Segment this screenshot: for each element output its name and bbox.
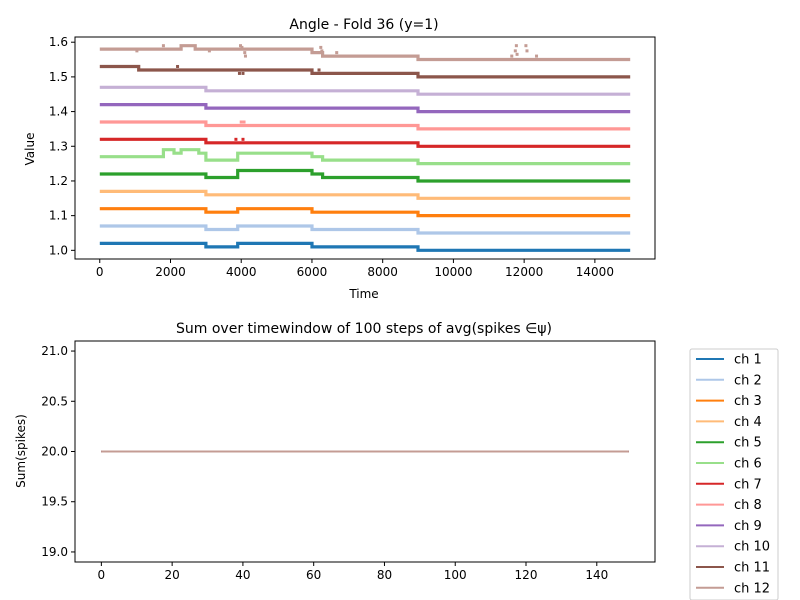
angle-chart-ytick-label: 1.6 xyxy=(49,35,68,49)
spike-sum-chart-ytick-label: 19.5 xyxy=(41,495,68,509)
legend-label-ch-7: ch 7 xyxy=(734,477,762,492)
angle-outlier-point xyxy=(237,71,241,75)
angle-chart-xtick-label: 2000 xyxy=(155,265,186,279)
angle-chart-ytick-label: 1.3 xyxy=(49,139,68,153)
angle-chart-ytick-label: 1.4 xyxy=(49,105,68,119)
spike-sum-chart-xtick-label: 60 xyxy=(306,568,321,582)
angle-outlier-point xyxy=(239,120,243,124)
legend-label-ch-11: ch 11 xyxy=(734,561,770,576)
angle-outlier-point xyxy=(241,71,245,75)
angle-outlier-point xyxy=(525,49,529,53)
angle-series-line-ch-2 xyxy=(99,224,631,235)
legend-label-ch-6: ch 6 xyxy=(734,457,762,472)
angle-chart-xtick-label: 0 xyxy=(96,265,104,279)
angle-outlier-point xyxy=(239,44,243,48)
angle-outlier-point xyxy=(243,51,247,55)
angle-chart-ylabel: Value xyxy=(23,133,37,166)
angle-outlier-point xyxy=(242,120,246,124)
angle-chart-xtick-label: 12000 xyxy=(505,265,543,279)
angle-outlier-point xyxy=(161,44,165,48)
legend-label-ch-9: ch 9 xyxy=(734,519,762,534)
legend-label-ch-10: ch 10 xyxy=(734,540,770,555)
angle-chart-xtick-label: 8000 xyxy=(367,265,398,279)
angle-series-line-ch-4 xyxy=(99,189,631,200)
angle-chart-ytick-label: 1.1 xyxy=(49,209,68,223)
legend: ch 1 ch 2 ch 3 ch 4 ch 5 ch 6 ch 7 ch 8 ch 9 ch 1… xyxy=(689,348,779,600)
spike-sum-chart-xtick-label: 120 xyxy=(515,568,538,582)
angle-series-line-ch-12 xyxy=(99,44,631,62)
angle-chart-axes: 0 2000 4000 6000 8000 10000 12000 14000 1.0 1.1 1.… xyxy=(49,35,656,279)
legend-label-ch-3: ch 3 xyxy=(734,394,762,409)
spike-sum-chart: Sum over timewindow of 100 steps of avg(… xyxy=(14,321,656,582)
angle-chart-xtick-label: 14000 xyxy=(576,265,614,279)
spike-sum-chart-xtick-label: 100 xyxy=(444,568,467,582)
angle-chart: Angle - Fold 36 (y=1) Time Value 0 2000 40… xyxy=(23,17,656,301)
angle-chart-frame xyxy=(74,36,656,260)
angle-chart-xtick-label: 10000 xyxy=(434,265,472,279)
angle-chart-ytick-label: 1.5 xyxy=(49,70,68,84)
angle-outlier-point xyxy=(207,49,211,53)
angle-chart-xlabel: Time xyxy=(348,287,378,301)
spike-sum-chart-title: Sum over timewindow of 100 steps of avg(… xyxy=(176,321,552,337)
angle-series-line-ch-1 xyxy=(99,241,631,252)
legend-label-ch-12: ch 12 xyxy=(734,581,770,596)
spike-sum-chart-ytick-label: 19.0 xyxy=(41,545,68,559)
spike-sum-chart-xtick-label: 40 xyxy=(235,568,250,582)
angle-outlier-point xyxy=(320,49,324,53)
angle-chart-ytick-label: 1.2 xyxy=(49,174,68,188)
legend-frame xyxy=(689,348,779,600)
angle-outlier-point xyxy=(319,172,323,176)
spike-sum-chart-ytick-label: 20.0 xyxy=(41,445,68,459)
spike-sum-chart-xtick-label: 140 xyxy=(585,568,608,582)
angle-chart-xtick-label: 4000 xyxy=(226,265,257,279)
angle-outlier-point xyxy=(514,44,518,48)
angle-outlier-point xyxy=(317,68,321,72)
spike-sum-chart-ylabel: Sum(spikes) xyxy=(14,414,28,488)
spike-sum-chart-axes: 0 20 40 60 80 100 120 140 19.0 19.5 20.0 20.5 21.0 xyxy=(41,340,656,582)
angle-series-line-ch-7 xyxy=(99,137,631,148)
angle-series-line-ch-10 xyxy=(99,85,631,96)
angle-outlier-point xyxy=(524,44,528,48)
angle-series-line-ch-5 xyxy=(99,168,631,183)
angle-outlier-point xyxy=(241,137,245,141)
legend-label-ch-1: ch 1 xyxy=(734,353,762,368)
angle-series-line-ch-8 xyxy=(99,120,631,131)
angle-outlier-point xyxy=(234,137,238,141)
angle-series-line-ch-6 xyxy=(99,148,631,166)
spike-sum-chart-ytick-label: 21.0 xyxy=(41,344,68,358)
legend-label-ch-5: ch 5 xyxy=(734,436,762,451)
angle-series-line-ch-11 xyxy=(99,64,631,79)
angle-series-line-ch-9 xyxy=(99,103,631,114)
angle-outlier-point xyxy=(176,64,180,68)
legend-label-ch-2: ch 2 xyxy=(734,373,762,388)
angle-outlier-point xyxy=(243,54,247,58)
angle-outlier-point xyxy=(135,49,139,53)
angle-outlier-point xyxy=(510,54,514,58)
spike-sum-chart-xtick-label: 20 xyxy=(164,568,179,582)
spike-sum-chart-ytick-label: 20.5 xyxy=(41,394,68,408)
angle-chart-plot-area xyxy=(99,44,631,252)
angle-chart-ytick-label: 1.0 xyxy=(49,243,68,257)
angle-chart-title: Angle - Fold 36 (y=1) xyxy=(289,17,438,33)
angle-outlier-point xyxy=(515,52,519,56)
angle-series-line-ch-3 xyxy=(99,207,631,218)
legend-label-ch-4: ch 4 xyxy=(734,415,762,430)
spike-sum-chart-xtick-label: 80 xyxy=(377,568,392,582)
angle-outlier-point xyxy=(513,49,517,53)
angle-outlier-point xyxy=(535,54,539,58)
angle-outlier-point xyxy=(319,45,323,49)
legend-label-ch-8: ch 8 xyxy=(734,498,762,513)
angle-outlier-point xyxy=(240,45,244,49)
angle-outlier-point xyxy=(335,51,339,55)
angle-chart-xtick-label: 6000 xyxy=(297,265,328,279)
spike-sum-chart-xtick-label: 0 xyxy=(98,568,106,582)
